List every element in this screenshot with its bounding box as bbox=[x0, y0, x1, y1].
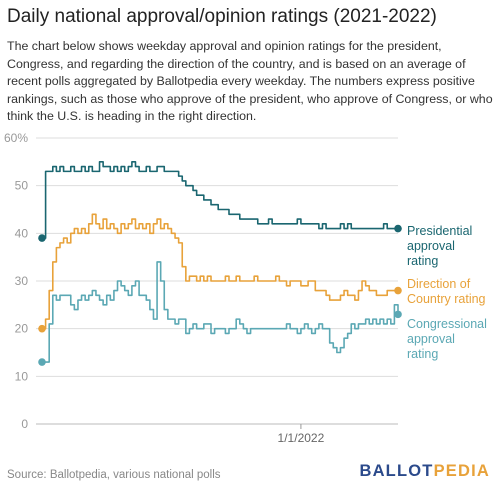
series-end-point-presidential bbox=[394, 224, 402, 233]
y-tick-label: 50 bbox=[15, 179, 29, 193]
logo-part-pedia: PEDIA bbox=[433, 462, 490, 480]
series-end-point-congressional bbox=[394, 310, 402, 319]
y-tick-label: 60% bbox=[4, 131, 28, 145]
series-end-point-direction bbox=[394, 286, 402, 295]
series-start-point-congressional bbox=[38, 358, 46, 366]
y-tick-label: 0 bbox=[21, 417, 28, 431]
y-tick-label: 10 bbox=[15, 369, 29, 383]
line-chart: 0102030405060%1/1/2022Presidentialapprov… bbox=[4, 131, 487, 445]
series-line-presidential bbox=[42, 161, 398, 239]
series-start-point-presidential bbox=[38, 234, 46, 242]
y-tick-label: 30 bbox=[15, 274, 29, 288]
series-start-point-direction bbox=[38, 324, 46, 333]
source-note: Source: Ballotpedia, various national po… bbox=[7, 469, 221, 481]
x-tick-label: 1/1/2022 bbox=[278, 431, 325, 445]
series-label-presidential: Presidential bbox=[407, 224, 472, 238]
series-label-presidential: approval bbox=[407, 239, 455, 253]
chart-title: Daily national approval/opinion ratings … bbox=[7, 6, 437, 27]
series-label-congressional: Congressional bbox=[407, 317, 487, 331]
series-label-direction: Direction of bbox=[407, 277, 471, 291]
y-tick-label: 20 bbox=[15, 322, 29, 336]
logo-part-ballot: BALLOT bbox=[359, 462, 434, 480]
series-label-direction: Country rating bbox=[407, 292, 486, 306]
series-line-direction bbox=[42, 213, 398, 330]
ballotpedia-logo: BALLOTPEDIA bbox=[359, 462, 490, 481]
series-label-congressional: rating bbox=[407, 347, 438, 361]
y-tick-label: 40 bbox=[15, 226, 29, 240]
chart-description: The chart below shows weekday approval a… bbox=[7, 39, 493, 124]
series-line-congressional bbox=[42, 261, 399, 363]
series-label-congressional: approval bbox=[407, 332, 455, 346]
series-label-presidential: rating bbox=[407, 254, 438, 268]
